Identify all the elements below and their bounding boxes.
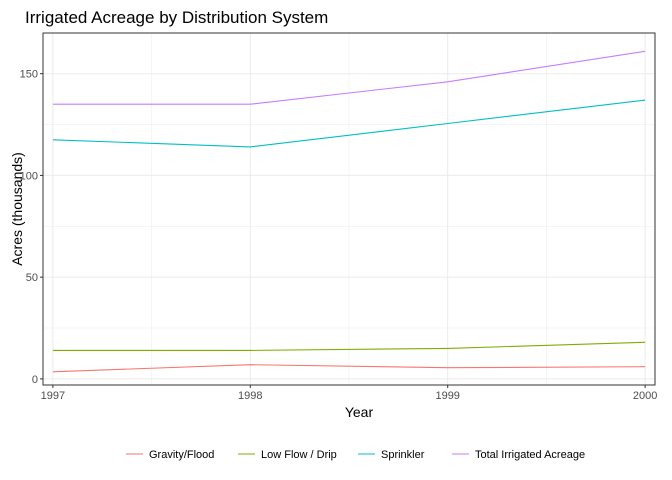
- legend-label: Low Flow / Drip: [261, 449, 337, 461]
- y-tick-label: 150: [20, 69, 38, 81]
- legend-label: Gravity/Flood: [149, 449, 214, 461]
- plot-panel: 1997 1998 1999 2000 0 50 100 150: [20, 32, 657, 402]
- series-line-low-flow-drip: [52, 341, 646, 351]
- series-line-total-irrigated-acreage: [52, 50, 646, 105]
- y-tick-label: 50: [26, 272, 38, 284]
- x-tick-label: 1997: [41, 390, 65, 402]
- y-axis-title: Acres (thousands): [9, 152, 25, 266]
- legend: Gravity/Flood Low Flow / Drip Sprinkler Tot…: [126, 449, 585, 461]
- x-tick-label: 1998: [238, 390, 262, 402]
- series-line-sprinkler: [52, 99, 646, 148]
- x-tick-label: 2000: [633, 390, 657, 402]
- chart-title: Irrigated Acreage by Distribution System: [25, 8, 328, 27]
- y-tick-label: 100: [20, 170, 38, 182]
- y-tick-label: 0: [32, 374, 38, 386]
- x-tick-label: 1999: [435, 390, 459, 402]
- legend-label: Total Irrigated Acreage: [475, 449, 585, 461]
- legend-label: Sprinkler: [381, 449, 425, 461]
- panel-border: [42, 32, 656, 386]
- series-line-gravity-flood: [52, 364, 646, 373]
- x-axis-title: Year: [345, 404, 374, 420]
